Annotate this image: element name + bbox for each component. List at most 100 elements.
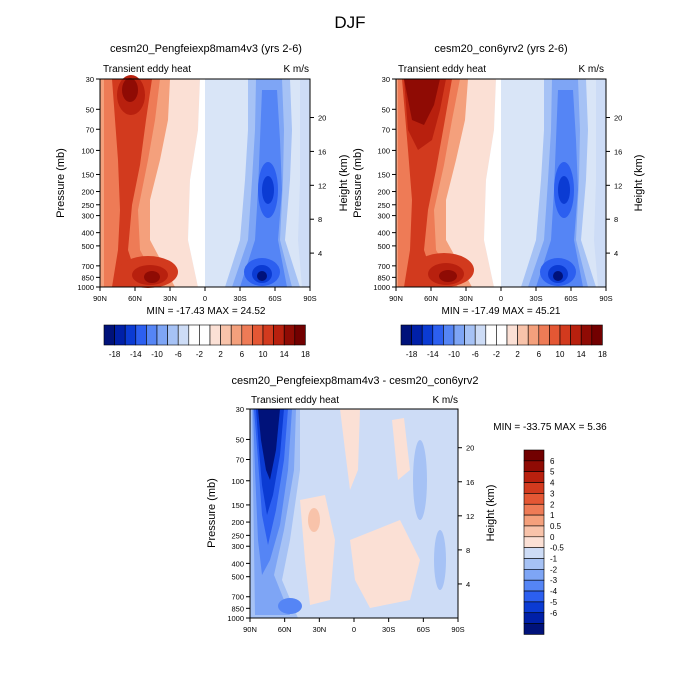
panel-3-colorbar-cell bbox=[523, 536, 545, 548]
panel-1-colorbar-cell bbox=[146, 324, 158, 346]
panel-2-equator-band bbox=[484, 79, 501, 287]
panel-2-x-ticks: 90N 60N 30N 0 30S 60S 90S bbox=[389, 287, 613, 303]
panel-2-colorbar-cell bbox=[400, 324, 412, 346]
panel-1-nh-fill-4 bbox=[112, 79, 152, 287]
panel-3-y-tick-label: 30 bbox=[236, 405, 244, 414]
panel-3-positive-core bbox=[308, 508, 320, 532]
panel-3-y-tick-right-label: 12 bbox=[466, 512, 474, 521]
panel-2-y-tick-label: 850 bbox=[377, 273, 390, 282]
panel-3-contour-field bbox=[250, 409, 458, 618]
panel-1-colorbar-label: 2 bbox=[218, 350, 223, 359]
panel-2-colorbar-cell bbox=[421, 324, 434, 346]
panel-3-colorbar-cell bbox=[523, 579, 545, 592]
panel-1-colorbar-cell bbox=[177, 324, 190, 346]
panel-1-subtitle-right: K m/s bbox=[283, 64, 309, 75]
panel-1-colorbar-label: -6 bbox=[175, 350, 183, 359]
panel-1-y-tick-label: 70 bbox=[86, 125, 94, 134]
panel-3-colorbar-label: 3 bbox=[550, 489, 555, 498]
panel-1-y-tick-label: 300 bbox=[81, 212, 94, 221]
panel-1-subtitle-left: Transient eddy heat bbox=[103, 64, 191, 75]
panel-1-y-tick-right-label: 16 bbox=[318, 147, 326, 156]
panel-3-y-tick-label: 850 bbox=[231, 604, 244, 613]
panel-3-ylabel: Pressure (mb) bbox=[206, 478, 218, 548]
panel-2-colorbar-cell bbox=[591, 324, 603, 346]
panel-1-colorbar-cell bbox=[199, 324, 211, 346]
panel-3-colorbar-cell bbox=[523, 623, 545, 635]
panel-3-x-tick-label: 60N bbox=[278, 625, 292, 634]
panel-1-x-ticks: 90N 60N 30N 0 30S 60S 90S bbox=[93, 287, 317, 303]
panel-1-colorbar-label: 14 bbox=[280, 350, 289, 359]
panel-2: cesm20_con6yrv2 (yrs 2-6) Transient eddy… bbox=[352, 43, 645, 359]
panel-2-x-tick-label: 90S bbox=[599, 294, 612, 303]
panel-2-y-tick-label: 30 bbox=[382, 75, 390, 84]
panel-2-colorbar-cell bbox=[580, 324, 593, 346]
panel-2-colorbar-cell bbox=[485, 324, 497, 346]
panel-3-colorbar-cell bbox=[523, 471, 545, 483]
panel-1-nh-lower-core bbox=[144, 271, 160, 283]
panel-2-sh-lower-peak bbox=[553, 271, 563, 281]
panel-1-colorbar-label: 18 bbox=[301, 350, 310, 359]
panel-2-y-tick-label: 50 bbox=[382, 105, 390, 114]
panel-3-x-tick-label: 30S bbox=[382, 625, 395, 634]
panel-1-ylabel-right: Height (km) bbox=[338, 155, 350, 212]
panel-1-colorbar-cell bbox=[273, 324, 285, 346]
panel-1-colorbar-cell bbox=[241, 324, 253, 346]
figure-title: DJF bbox=[334, 13, 365, 32]
panel-1-colorbar-cell bbox=[262, 324, 274, 346]
panel-1-colorbar-cell bbox=[220, 324, 232, 346]
panel-2-y-tick-label: 250 bbox=[377, 201, 390, 210]
panel-2-y-tick-label: 400 bbox=[377, 229, 390, 238]
panel-3-colorbar-cell bbox=[523, 569, 545, 581]
panel-2-y-tick-right-label: 8 bbox=[614, 215, 618, 224]
panel-2-stats: MIN = -17.49 MAX = 45.21 bbox=[442, 306, 561, 317]
panel-2-colorbar-label: 6 bbox=[537, 350, 542, 359]
panel-3-x-tick-label: 0 bbox=[352, 625, 356, 634]
panel-3-colorbar-label: 5 bbox=[550, 468, 555, 477]
panel-3-colorbar-cell bbox=[523, 449, 545, 462]
panel-2-y-tick-label: 100 bbox=[377, 146, 390, 155]
panel-1-equator-band bbox=[188, 79, 205, 287]
panel-1-y-tick-label: 30 bbox=[86, 75, 94, 84]
panel-2-polar-fill bbox=[594, 79, 606, 287]
panel-2-colorbar-cell bbox=[538, 324, 550, 346]
panel-3-y-tick-right-label: 8 bbox=[466, 546, 470, 555]
panel-2-colorbar-label: 14 bbox=[577, 350, 586, 359]
panel-1-colorbar-label: 10 bbox=[259, 350, 268, 359]
panel-2-nh-upper-core bbox=[404, 79, 440, 125]
panel-2-colorbar-label: -2 bbox=[493, 350, 501, 359]
panel-2-colorbar-cell bbox=[464, 324, 476, 346]
panel-1-y-tick-right-label: 12 bbox=[318, 181, 326, 190]
panel-2-y-tick-label: 500 bbox=[377, 242, 390, 251]
panel-3-colorbar-cell bbox=[523, 547, 545, 559]
panel-2-colorbar-label: 10 bbox=[556, 350, 565, 359]
panel-2-colorbar-cell bbox=[559, 324, 571, 346]
panel-1-ylabel: Pressure (mb) bbox=[55, 148, 67, 218]
panel-3-y-tick-label: 1000 bbox=[227, 614, 244, 623]
panel-1-y-tick-label: 850 bbox=[81, 273, 94, 282]
panel-1-x-tick-label: 0 bbox=[203, 294, 207, 303]
panel-1-colorbar-label: -10 bbox=[151, 350, 163, 359]
panel-3-colorbar-label: -4 bbox=[550, 587, 558, 596]
panel-1-colorbar-cell bbox=[114, 324, 126, 346]
panel-2-y-tick-label: 200 bbox=[377, 188, 390, 197]
panel-1-colorbar-cell bbox=[283, 324, 296, 346]
panel-3-colorbar-label: 0.5 bbox=[550, 522, 562, 531]
panel-1-colorbar-label: -14 bbox=[130, 350, 142, 359]
panel-2-y-tick-right-label: 4 bbox=[614, 249, 618, 258]
panel-3-x-ticks: 90N 60N 30N 0 30S 60S 90S bbox=[243, 618, 465, 634]
panel-2-y-tick-label: 1000 bbox=[373, 283, 390, 292]
panel-3-y-tick-right-label: 16 bbox=[466, 478, 474, 487]
panel-1-x-tick-label: 90N bbox=[93, 294, 107, 303]
panel-1-sh-upper-core bbox=[262, 176, 274, 204]
panel-1-title: cesm20_Pengfeiexp8mam4v3 (yrs 2-6) bbox=[110, 43, 302, 55]
panel-3-subtitle-left: Transient eddy heat bbox=[251, 395, 339, 406]
panel-3-y-tick-label: 300 bbox=[231, 542, 244, 551]
panel-2-y-tick-label: 700 bbox=[377, 262, 390, 271]
panel-3-y-tick-label: 50 bbox=[236, 435, 244, 444]
panel-3-colorbar-label: -5 bbox=[550, 598, 558, 607]
panel-2-subtitle-right: K m/s bbox=[578, 64, 604, 75]
panel-3-y-tick-label: 500 bbox=[231, 573, 244, 582]
panel-3-ylabel-right: Height (km) bbox=[485, 485, 497, 542]
panel-1-y-tick-label: 50 bbox=[86, 105, 94, 114]
panel-1-colorbar-cell bbox=[156, 324, 168, 346]
